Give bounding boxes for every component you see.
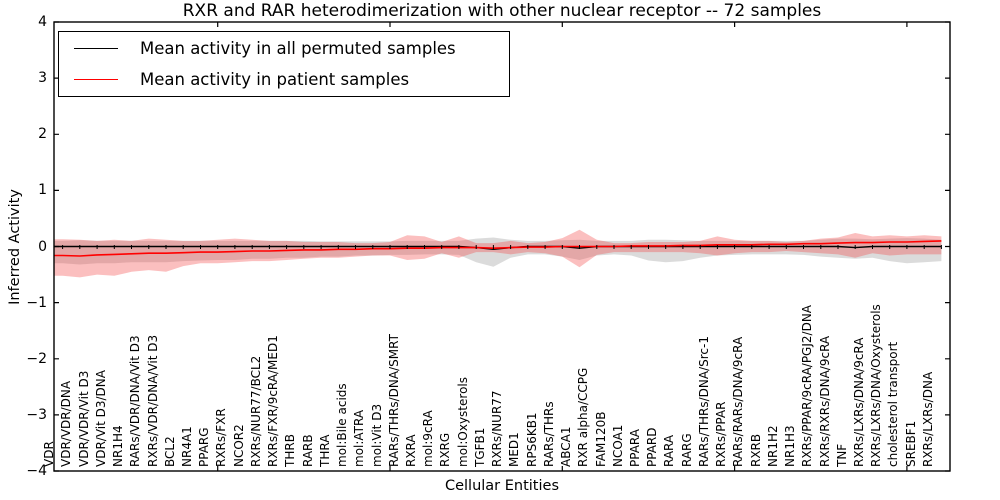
x-tick-label: RARs/THRs/DNA/SMRT (386, 334, 401, 467)
x-tick-label: RARG (679, 433, 694, 467)
x-tick-label: PPARD (645, 427, 660, 468)
axis-ticks (54, 21, 950, 472)
x-tick-label: mol:Bile acids (335, 383, 350, 467)
x-tick-label: THRB (283, 434, 298, 467)
x-tick-label: TNF (834, 443, 849, 467)
entity-markers (62, 245, 942, 249)
x-tick-label: SREBF1 (903, 420, 918, 467)
x-tick-label: mol:Oxysterols (455, 377, 470, 467)
x-tick-label: RXRA (403, 434, 418, 467)
x-tick-label: RARA (662, 434, 677, 467)
y-tick-label: 4 (38, 14, 47, 30)
legend: Mean activity in all permuted samples Me… (58, 31, 510, 97)
x-tick-label: NR1H2 (765, 425, 780, 467)
x-tick-label: RXRG (438, 432, 453, 467)
legend-item-patient: Mean activity in patient samples (59, 65, 509, 95)
x-tick-label: RXRs/LXRs/DNA (920, 371, 935, 467)
x-tick-label: TGFB1 (472, 427, 487, 467)
line-mean-activity-in-all-permuted-samples (54, 245, 942, 251)
x-tick-label: MED1 (507, 432, 522, 467)
x-tick-label: VDR/VDR/Vit D3 (76, 370, 91, 467)
legend-label: Mean activity in patient samples (140, 70, 410, 90)
y-tick-label: −3 (26, 406, 47, 423)
x-tick-label: FAM120B (593, 411, 608, 468)
x-tick-label: VDR (42, 441, 57, 467)
y-tick-label: 2 (38, 126, 47, 143)
x-tick-label: RPS6KB1 (524, 412, 539, 467)
x-axis-label: Cellular Entities (444, 478, 560, 494)
x-tick-label: THRA (317, 434, 332, 467)
x-tick-label: RXR alpha/CCPG (576, 367, 591, 467)
x-tick-label: RXRs/FXR/9cRA/MED1 (266, 335, 281, 467)
y-tick-label: 1 (38, 182, 47, 199)
x-tick-label: RXRB (748, 433, 763, 467)
x-tick-label: RXRs/RXRs/DNA/9cRA (817, 335, 832, 467)
x-tick-label: RXRs/LXRs/DNA/9cRA (851, 337, 866, 468)
x-tick-label: NCOA1 (610, 424, 625, 467)
x-tick-label: PPARG (197, 427, 212, 467)
x-tick-label: RARs/THRs (541, 401, 556, 467)
legend-item-permuted: Mean activity in all permuted samples (59, 33, 509, 63)
x-tick-label: RXRs/FXR (214, 408, 229, 467)
y-tick-label: 3 (38, 70, 47, 87)
black-line-sample-icon (74, 47, 118, 49)
x-tick-label: cholesterol transport (886, 341, 901, 467)
y-tick-label: −2 (26, 350, 47, 367)
x-tick-label: RARs/VDR/DNA/Vit D3 (128, 335, 143, 467)
x-tick-label: RXRs/NUR77 (490, 390, 505, 467)
x-tick-label: NR1H4 (111, 425, 126, 467)
y-tick-label: −1 (26, 294, 47, 311)
x-tick-label: mol:Vit D3 (369, 403, 384, 467)
x-tick-label: RXRs/PPAR (714, 401, 729, 467)
x-tick-label: RARs/THRs/DNA/Src-1 (696, 336, 711, 467)
x-tick-label: RARs/RARs/DNA/9cRA (731, 336, 746, 467)
x-tick-label: BCL2 (162, 436, 177, 467)
x-tick-label: mol:ATRA (352, 409, 367, 467)
x-tick-label: NR1H3 (783, 425, 798, 467)
band-patient-samples-spread (54, 229, 942, 278)
red-line-sample-icon (74, 79, 118, 81)
x-tick-label: ABCA1 (559, 426, 574, 467)
chart-title: RXR and RAR heterodimerization with othe… (182, 1, 822, 21)
x-tick-label: RXRs/LXRs/DNA/Oxysterols (869, 304, 884, 467)
legend-label: Mean activity in all permuted samples (140, 38, 456, 58)
x-tick-label: RXRs/PPAR/9cRA/PGJ2/DNA (800, 305, 815, 467)
x-tick-label: RXRs/NUR77/BCL2 (248, 355, 263, 467)
x-tick-label: mol:9cRA (421, 410, 436, 467)
x-tick-label: NCOR2 (231, 424, 246, 467)
x-tick-label: RXRs/VDR/DNA/Vit D3 (145, 334, 160, 467)
x-tick-label: PPARA (627, 429, 642, 467)
x-tick-label: VDR/VDR/DNA (59, 380, 74, 467)
x-tick-label: RARB (300, 434, 315, 467)
x-tick-label: VDR/Vit D3/DNA (93, 370, 108, 467)
x-tick-label: NR4A1 (179, 426, 194, 467)
y-tick-label: −4 (26, 463, 47, 479)
y-tick-label: 0 (38, 238, 47, 255)
